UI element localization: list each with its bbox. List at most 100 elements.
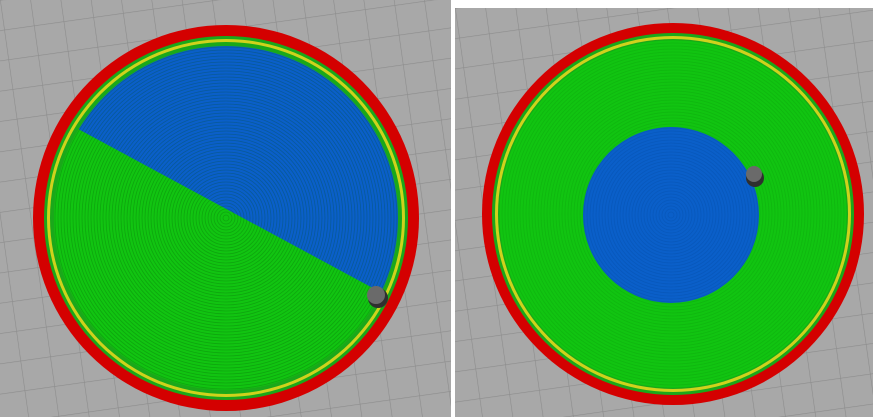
extrusion-line [183,175,269,261]
extrusion-line [162,154,290,282]
extrusion-line [649,193,693,237]
extrusion-line [75,67,377,369]
extrusion-line [195,187,257,249]
extrusion-line [144,136,308,300]
extrusion-line [634,178,708,252]
extrusion-line [525,66,821,362]
extrusion-line [537,78,809,350]
extrusion-line [631,175,711,255]
extrusion-line [153,145,299,291]
extrusion-line [510,51,836,377]
extrusion-line [102,94,350,342]
extrusion-line [216,208,236,228]
extrusion-line [54,46,398,390]
left-print-svg [0,0,451,417]
extrusion-line [504,45,842,383]
extrusion-line [646,190,696,240]
extrusion-line [522,63,824,365]
extrusion-line [667,211,675,219]
extrusion-line [555,96,791,332]
extrusion-line [534,75,812,353]
extrusion-line [177,169,275,267]
extrusion-line [607,151,735,279]
extrusion-line [564,105,782,323]
extrusion-line [661,205,681,225]
extrusion-line [108,100,344,336]
extrusion-line [159,151,293,285]
extrusion-line [186,178,266,258]
extrusion-line [132,124,320,312]
extrusion-line [204,196,248,240]
extrusion-line [168,160,284,276]
extrusion-line [549,90,797,338]
extrusion-line [60,52,392,384]
extrusion-line [81,73,371,363]
extrusion-line [147,139,305,297]
extrusion-line [192,184,260,252]
extrusion-line [63,55,389,381]
extrusion-line [613,157,729,273]
extrusion-line [219,211,233,225]
extrusion-line [576,117,770,311]
extrusion-line [619,163,723,267]
extrusion-line [66,58,386,378]
extrusion-line [540,81,806,347]
extrusion-line [117,109,335,327]
extrusion-line [90,82,362,354]
extrusion-line [664,208,678,222]
extrusion-line [573,114,773,314]
extrusion-line [628,172,714,258]
extrusion-line [57,49,395,387]
extrusion-line [201,193,251,243]
extrusion-line [516,57,830,371]
nozzle-marker [367,286,385,304]
extrusion-line [616,160,726,270]
extrusion-line [528,69,818,359]
extrusion-line [655,199,687,231]
nozzle-marker [746,166,762,182]
extrusion-line [114,106,338,330]
extrusion-line [519,60,827,368]
extrusion-line [507,48,839,380]
extrusion-line [598,142,744,288]
extrusion-line [561,102,785,326]
extrusion-line [138,130,314,306]
extrusion-line [622,166,720,264]
extrusion-line [87,79,365,357]
extrusion-line [589,133,753,297]
extrusion-line [213,205,239,231]
extrusion-line [643,187,699,243]
extrusion-line [595,139,747,291]
extrusion-line [222,214,230,222]
extrusion-line [69,61,383,375]
extrusion-line [84,76,368,360]
extrusion-line [531,72,815,356]
extrusion-line [210,202,242,234]
extrusion-line [582,123,764,305]
extrusion-line [141,133,311,303]
extrusion-line [123,115,329,321]
extrusion-line [180,172,272,264]
extrusion-line [165,157,287,279]
extrusion-line [156,148,296,288]
extrusion-line [96,88,356,348]
extrusion-line [171,163,281,273]
extrusion-line [637,181,705,249]
right-print-view [455,8,873,417]
extrusion-line [501,42,845,386]
extrusion-line [72,64,380,372]
extrusion-line [610,154,732,276]
extrusion-line [135,127,317,309]
extrusion-line [207,199,245,237]
extrusion-line [129,121,323,315]
extrusion-line [604,148,738,282]
extrusion-line [570,111,776,317]
extrusion-line [150,142,302,294]
extrusion-line [592,136,750,294]
extrusion-line [579,120,767,308]
extrusion-line [174,166,278,270]
extrusion-line [99,91,353,345]
extrusion-line [120,112,332,324]
extrusion-line [552,93,794,335]
